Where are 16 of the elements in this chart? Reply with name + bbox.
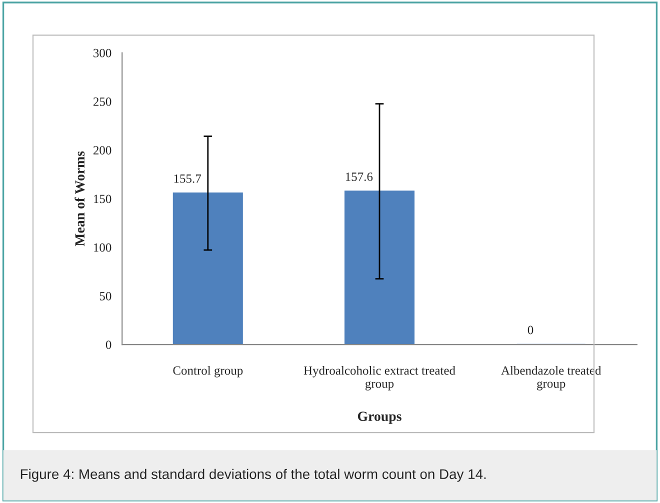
data-label: 157.6 xyxy=(346,172,373,182)
y-tick-label: 150 xyxy=(94,194,112,204)
x-tick-label: Hydroalcoholic extract treated group xyxy=(304,366,456,390)
y-tick-label: 200 xyxy=(93,146,112,155)
caption: Figure 4: Means and standard deviations of the total worm count on Day 14. xyxy=(20,468,486,482)
x-tick-label: Control group xyxy=(173,366,243,378)
y-axis-title: Mean of Worms xyxy=(74,151,85,246)
data-label: 155.7 xyxy=(174,174,202,183)
y-tick-label: 100 xyxy=(94,243,112,252)
data-label: 0 xyxy=(528,326,534,334)
x-tick-label: Albendazole treated group xyxy=(501,366,602,390)
y-tick-label: 300 xyxy=(94,48,112,58)
y-tick-label: 250 xyxy=(93,97,112,106)
x-axis-title: Groups xyxy=(358,412,402,424)
y-tick-label: 50 xyxy=(100,292,112,300)
y-tick-label: 0 xyxy=(106,340,112,350)
